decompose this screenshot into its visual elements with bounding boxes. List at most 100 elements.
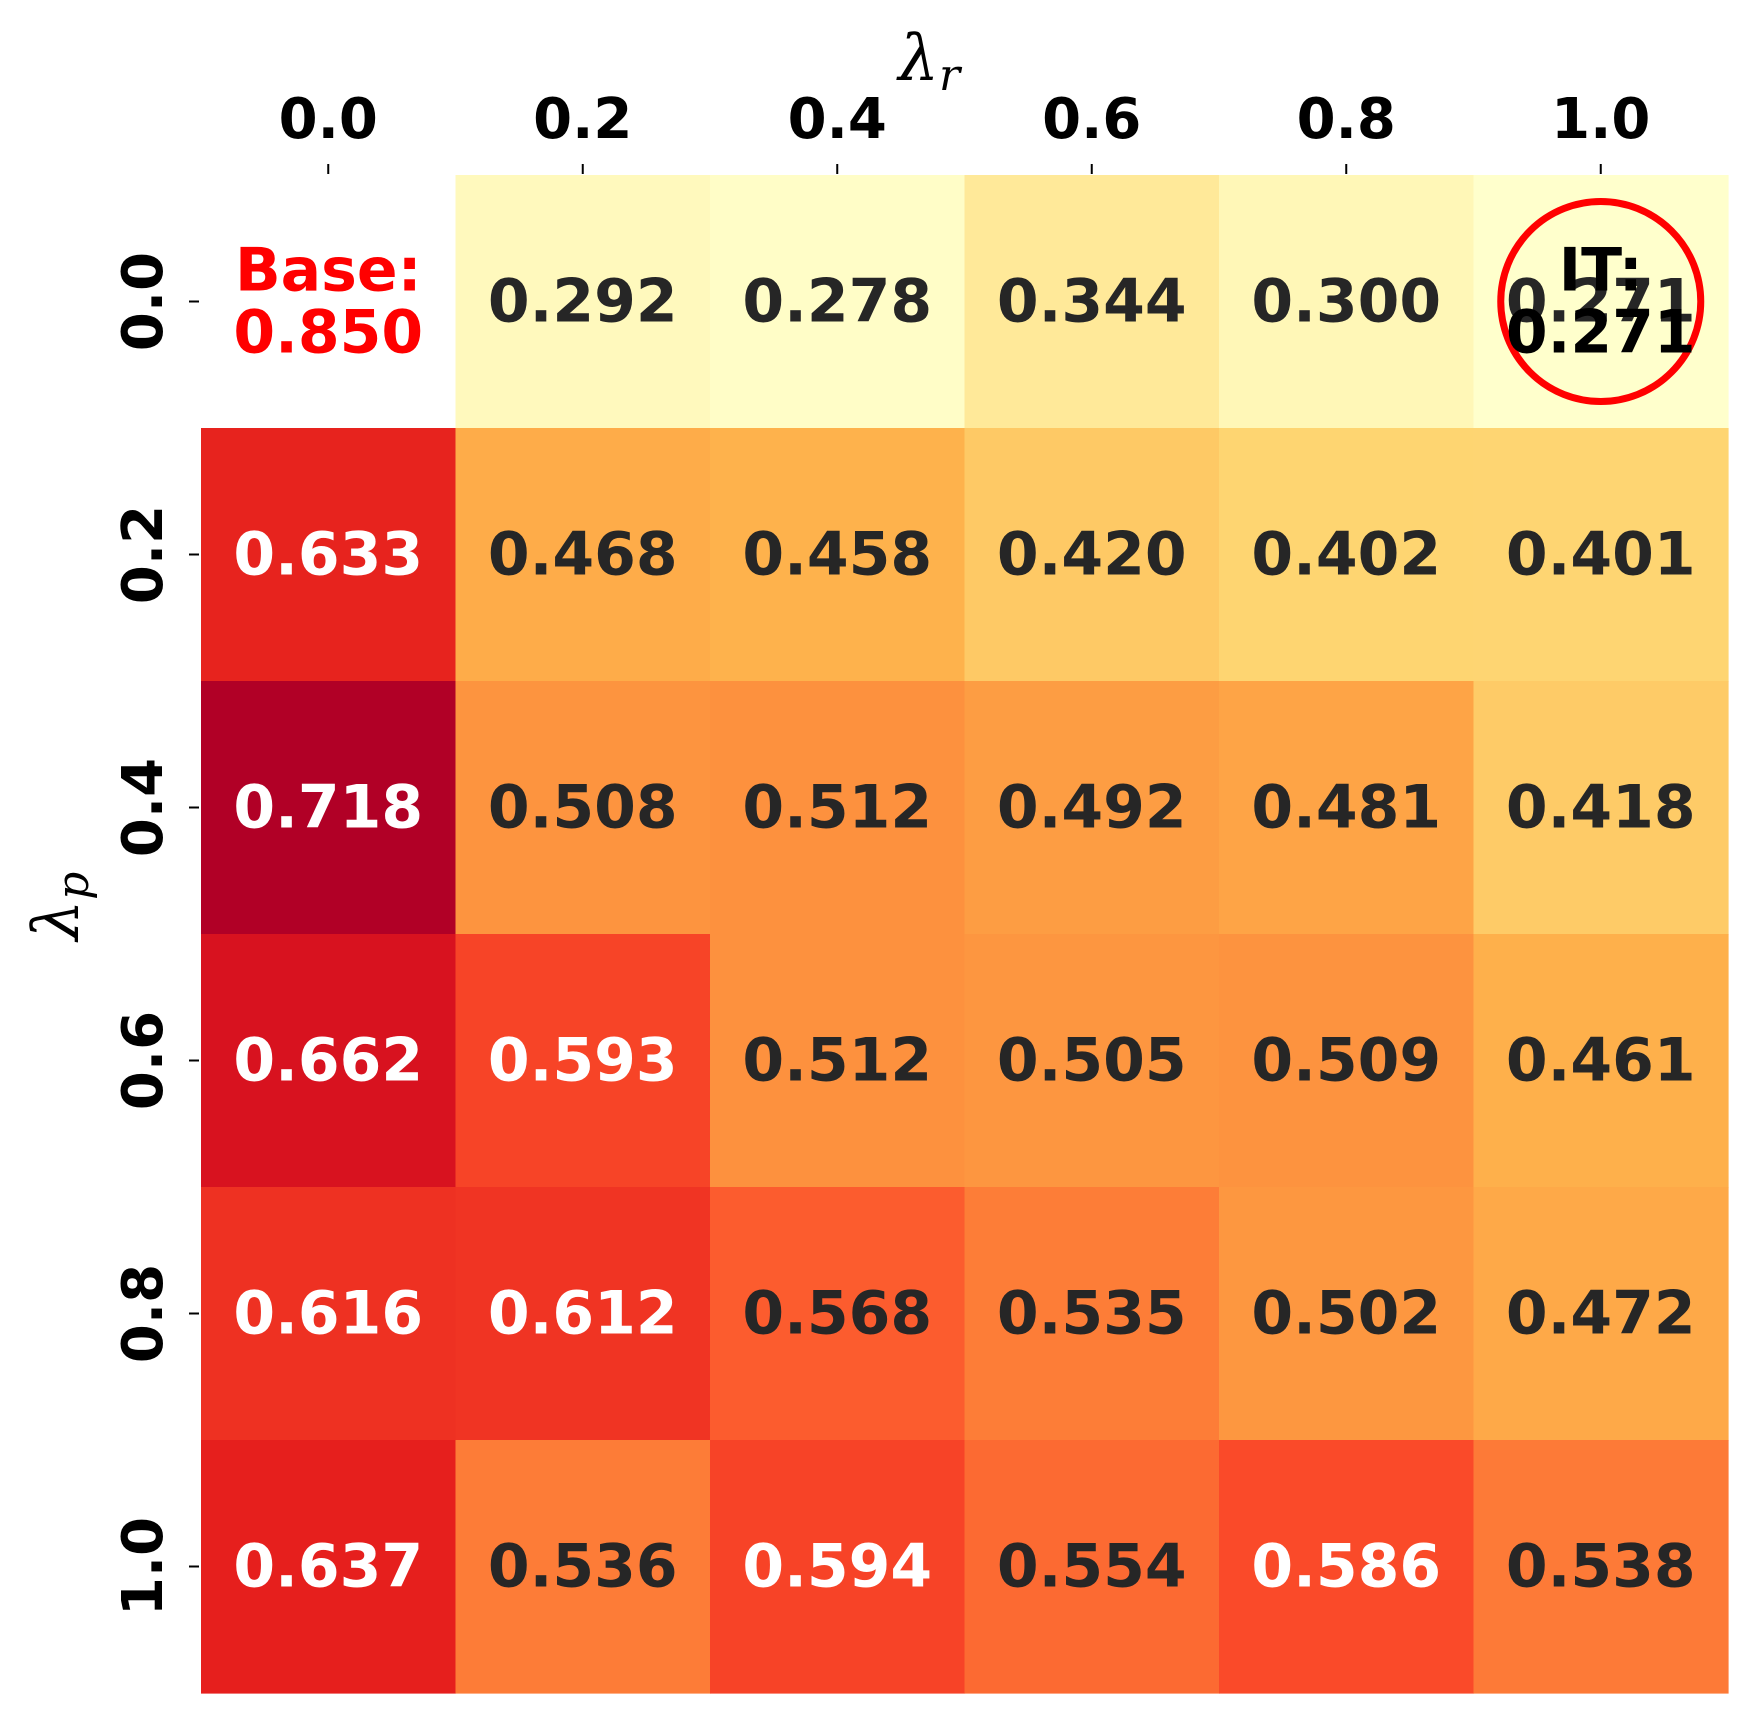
it-annotation: IT: 0.271: [1506, 236, 1696, 368]
cell-value-label: 0.637: [233, 1532, 423, 1602]
cell-value-label: 0.271: [1506, 267, 1696, 337]
heatmap-cell: [455, 1440, 711, 1694]
cell-value-label: 0.512: [742, 773, 932, 843]
cell-value-label: 0.300: [1251, 267, 1441, 337]
x-axis-title-subscript: r: [939, 50, 963, 101]
heatmap-cell: [201, 681, 457, 935]
highlight-circle: [1497, 198, 1705, 405]
cell-value-label: 0.502: [1251, 1279, 1441, 1349]
x-tick-label: 0.0: [279, 87, 378, 152]
base-annotation-line: 0.850: [233, 298, 423, 368]
heatmap-cell: [455, 934, 711, 1188]
cell-value-label: 0.509: [1251, 1026, 1441, 1096]
x-axis-title: λr: [895, 22, 963, 101]
cell-value-label: 0.594: [742, 1532, 932, 1602]
heatmap-cell: [1219, 175, 1475, 429]
cell-value-label: 0.292: [488, 267, 678, 337]
cell-value-label: 0.612: [488, 1279, 678, 1349]
heatmap-cell: [1473, 681, 1729, 935]
cell-value-label: 0.418: [1506, 773, 1696, 843]
y-tick-label: 0.4: [111, 758, 176, 857]
cell-value-label: 0.586: [1251, 1532, 1441, 1602]
heatmap-cell: [455, 428, 711, 682]
y-tick-label: 0.2: [111, 505, 176, 604]
annotations: Base: 0.850 IT: 0.271: [233, 198, 1705, 405]
it-annotation-line: 0.271: [1506, 298, 1696, 368]
heatmap-cell: [964, 1187, 1220, 1441]
y-tick-label: 0.8: [111, 1264, 176, 1363]
heatmap-cell: [964, 428, 1220, 682]
heatmap-cell: [1473, 934, 1729, 1188]
y-axis-title-subscript: p: [48, 872, 99, 900]
heatmap-cell: [964, 1440, 1220, 1694]
x-tick-label: 0.6: [1042, 87, 1141, 152]
heatmap-cell: [710, 428, 966, 682]
cell-value-label: 0.278: [742, 267, 932, 337]
x-tick-label: 0.2: [533, 87, 632, 152]
heatmap-cell: [1219, 428, 1475, 682]
x-tick-label: 1.0: [1551, 87, 1650, 152]
cell-value-label: 0.568: [742, 1279, 932, 1349]
heatmap-cell: [964, 934, 1220, 1188]
y-tick-label: 1.0: [111, 1517, 176, 1616]
cell-value-label: 0.535: [997, 1279, 1187, 1349]
cell-value-label: 0.461: [1506, 1026, 1696, 1096]
heatmap-cell: [1219, 934, 1475, 1188]
cell-value-label: 0.538: [1506, 1532, 1696, 1602]
cell-value-label: 0.420: [997, 520, 1187, 590]
cell-value-label: 0.458: [742, 520, 932, 590]
x-tick-label: 0.8: [1297, 87, 1396, 152]
it-annotation-line: IT:: [1559, 236, 1643, 306]
heatmap-cell: [201, 1440, 457, 1694]
cell-value-label: 0.472: [1506, 1279, 1696, 1349]
heatmap-cell: [964, 175, 1220, 429]
heatmap-cell: [1219, 681, 1475, 935]
heatmap-cell: [1473, 175, 1729, 429]
cell-value-label: 0.718: [233, 773, 423, 843]
heatmap-cell: [201, 1187, 457, 1441]
cell-value-label: 0.481: [1251, 773, 1441, 843]
heatmap-cell: [1219, 1440, 1475, 1694]
cell-value-label: 0.554: [997, 1532, 1187, 1602]
heatmap-cell: [201, 934, 457, 1188]
cell-value-label: 0.344: [997, 267, 1187, 337]
cell-value-label: 0.505: [997, 1026, 1187, 1096]
base-annotation: Base: 0.850: [233, 236, 423, 368]
cell-value-label: 0.492: [997, 773, 1187, 843]
heatmap-cell: [455, 175, 711, 429]
heatmap-cell: [1473, 1187, 1729, 1441]
y-axis-title-symbol: λ: [20, 900, 94, 944]
heatmap-cell: [1473, 1440, 1729, 1694]
heatmap-cells: [201, 175, 1729, 1694]
cell-value-label: 0.468: [488, 520, 678, 590]
base-annotation-line: Base:: [235, 236, 422, 306]
heatmap-cell: [964, 681, 1220, 935]
cell-value-label: 0.662: [233, 1026, 423, 1096]
cell-value-label: 0.536: [488, 1532, 678, 1602]
cell-value-label: 0.402: [1251, 520, 1441, 590]
cell-value-label: 0.512: [742, 1026, 932, 1096]
heatmap-cell: [710, 1440, 966, 1694]
x-axis-title-symbol: λ: [895, 22, 939, 96]
x-tick-label: 0.4: [788, 87, 887, 152]
heatmap-cell: [455, 681, 711, 935]
cell-value-label: 0.508: [488, 773, 678, 843]
heatmap-cell: [201, 428, 457, 682]
cell-value-label: 0.593: [488, 1026, 678, 1096]
cell-value-label: 0.633: [233, 520, 423, 590]
heatmap-cell: [710, 934, 966, 1188]
y-tick-label: 0.6: [111, 1011, 176, 1110]
y-tick-label: 0.0: [111, 252, 176, 351]
x-axis: 0.0 0.2 0.4 0.6 0.8 1.0: [279, 87, 1650, 174]
cell-value-label: 0.616: [233, 1279, 423, 1349]
heatmap-cell: [710, 175, 966, 429]
heatmap-cell: [1219, 1187, 1475, 1441]
heatmap-cell: [710, 681, 966, 935]
y-axis-title: λp: [20, 872, 99, 944]
heatmap-cell: [1473, 428, 1729, 682]
cell-value-label: 0.401: [1506, 520, 1696, 590]
heatmap-cell: [710, 1187, 966, 1441]
cell-labels: 0.292 0.278 0.344 0.300 0.271 0.633 0.468 0.458…: [233, 267, 1695, 1602]
y-axis: 0.0 0.2 0.4 0.6 0.8 1.0: [111, 252, 199, 1616]
